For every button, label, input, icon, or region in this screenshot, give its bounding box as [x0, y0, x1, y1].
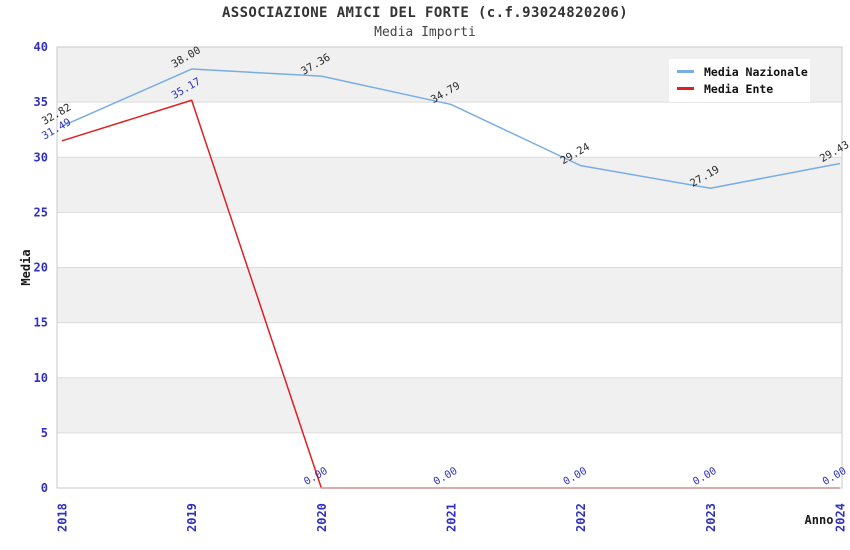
plot-band: [57, 432, 842, 488]
plot-bands: [57, 47, 842, 488]
x-tick-label: 2022: [574, 503, 588, 532]
plot-border: [56, 46, 843, 489]
legend-line-swatch-nazionale: [677, 70, 694, 73]
y-axis-title: Media: [19, 249, 33, 285]
legend-label: Media Ente: [704, 81, 774, 96]
y-tick-label: 30: [34, 150, 48, 164]
plot-band: [57, 267, 842, 323]
plot-band: [57, 102, 842, 158]
x-tick-label: 2019: [185, 503, 199, 532]
x-tick-label: 2023: [704, 503, 718, 532]
x-tick-label: 2024: [834, 503, 848, 532]
gridlines: [57, 46, 842, 489]
chart-subtitle: Media Importi: [374, 25, 476, 40]
x-tick-labels: 2018 2019 2020 2021 2022 2023 2024: [56, 503, 848, 532]
plot-band: [57, 322, 842, 378]
plot-band: [57, 212, 842, 268]
legend-entry-media-ente: Media Ente: [677, 80, 810, 97]
plot-band: [57, 157, 842, 213]
y-tick-label: 10: [34, 371, 48, 385]
x-axis-title: Anno: [805, 513, 834, 527]
legend-label: Media Nazionale: [704, 64, 808, 79]
chart-title: ASSOCIAZIONE AMICI DEL FORTE (c.f.930248…: [221, 5, 629, 21]
y-tick-label: 0: [41, 481, 48, 495]
series-line-media-nazionale: [61, 68, 841, 189]
y-tick-labels: 0 5 10 15 20 25 30 35 40: [34, 40, 48, 495]
x-tick-label: 2020: [315, 503, 329, 532]
chart-legend: Media Nazionale Media Ente: [669, 59, 810, 102]
plot-band: [57, 377, 842, 433]
y-tick-label: 15: [34, 316, 48, 330]
x-tick-label: 2021: [445, 503, 459, 532]
y-tick-label: 5: [41, 426, 48, 440]
legend-line-swatch-ente: [677, 87, 694, 90]
y-tick-label: 25: [34, 205, 48, 219]
legend-entry-media-nazionale: Media Nazionale: [677, 63, 810, 80]
y-tick-label: 20: [34, 261, 48, 275]
y-tick-label: 35: [34, 95, 48, 109]
x-tick-label: 2018: [56, 503, 70, 532]
y-tick-label: 40: [34, 40, 48, 54]
